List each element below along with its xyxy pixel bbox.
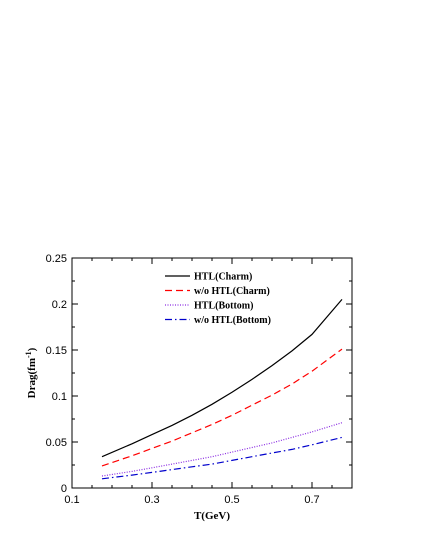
x-tick-label: 0.7 (304, 494, 319, 506)
series-lines (101, 299, 343, 480)
y-axis-label-superscript: -1 (24, 351, 33, 358)
y-axis-label: Drag(fm-1) (24, 347, 39, 398)
legend-label: HTL(Charm) (194, 272, 252, 283)
x-tick-label: 0.1 (64, 494, 79, 506)
legend: HTL(Charm) w/o HTL(Charm) HTL(Bottom) w/o H… (165, 272, 271, 326)
axes: 0.1 0.3 0.5 0.7 0 0.05 0.1 0.15 0.2 0.25 (46, 253, 353, 506)
series-line-4 (101, 436, 343, 480)
series-line-1 (101, 299, 343, 458)
y-tick-label: 0.2 (52, 299, 67, 311)
y-tick-label: 0.15 (46, 345, 67, 357)
series-line-2 (101, 348, 343, 467)
y-axis-label-close: ) (26, 347, 38, 351)
y-tick-label: 0.25 (46, 253, 67, 265)
series-line-3 (101, 422, 343, 477)
y-tick-label: 0.05 (46, 437, 67, 449)
x-tick-label: 0.5 (224, 494, 239, 506)
legend-label: w/o HTL(Charm) (194, 286, 270, 297)
legend-label: HTL(Bottom) (194, 301, 253, 312)
x-axis-label: T(GeV) (194, 510, 230, 522)
y-tick-label: 0.1 (52, 391, 67, 403)
y-tick-label: 0 (61, 483, 67, 495)
legend-label: w/o HTL(Bottom) (194, 315, 271, 326)
y-axis-label-main: Drag(fm (26, 358, 38, 398)
x-tick-label: 0.3 (144, 494, 159, 506)
